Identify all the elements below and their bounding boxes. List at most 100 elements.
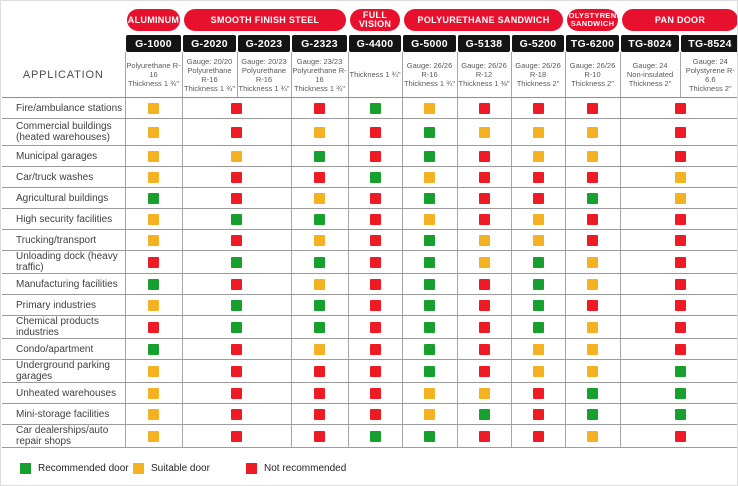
rating-cell-g-5138 (456, 359, 512, 383)
rating-cell-tg-6200 (564, 145, 621, 167)
model-spec-cell-g-2023: Gauge: 20/23 Polyurethane R-16 Thickness 1… (236, 52, 291, 98)
rating-square-r (532, 408, 544, 420)
rating-square-y (478, 387, 490, 399)
rating-square-r (674, 102, 686, 114)
application-row-label: High security facilities (2, 208, 125, 230)
rating-cell-g-2323 (290, 424, 349, 448)
rating-cell-g-5000 (401, 97, 458, 119)
rating-cell-g-1000 (124, 250, 182, 274)
model-name-g-2020: G-2020 (183, 35, 236, 52)
rating-square-y (674, 192, 686, 204)
model-spec-cell-g-5200: Gauge: 26/26 R-18 Thickness 2" (510, 52, 566, 98)
rating-cell-tg-8024-tg-8524 (619, 250, 737, 274)
rating-cell-g-4400 (347, 97, 403, 119)
rating-cell-tg-6200 (564, 294, 621, 316)
rating-cell-tg-8024-tg-8524 (619, 166, 737, 188)
rating-square-g (424, 365, 436, 377)
model-name-tg-6200: TG-6200 (566, 35, 620, 52)
rating-square-g (674, 387, 686, 399)
model-name-tg-8024: TG-8024 (621, 35, 680, 52)
rating-square-g (314, 150, 326, 162)
rating-cell-g-5200 (510, 208, 566, 230)
rating-cell-g-5138 (456, 97, 512, 119)
rating-square-y (478, 234, 490, 246)
rating-cell-g-2323 (290, 315, 349, 339)
rating-cell-g-2020-g-2023 (181, 229, 291, 251)
model-spec-cell-g-5138: Gauge: 26/26 R-12 Thickness 1 ⅜" (456, 52, 512, 98)
rating-square-y (478, 256, 490, 268)
application-row-label: Chemical products industries (2, 315, 125, 339)
rating-cell-g-2323 (290, 294, 349, 316)
rating-cell-g-5200 (510, 166, 566, 188)
group-cell-smooth-finish-steel: SMOOTH FINISH STEEL (182, 9, 348, 35)
rating-cell-tg-8024-tg-8524 (619, 294, 737, 316)
model-spec-text-g-5138: Gauge: 26/26 R-12 Thickness 1 ⅜" (458, 61, 510, 88)
rating-square-g (424, 234, 436, 246)
rating-cell-g-5138 (456, 229, 512, 251)
table-row-high-security-facilities: High security facilities (2, 208, 737, 230)
model-spec-text-g-4400: Thickness 1 ¾" (349, 70, 401, 79)
group-cell-full-vision: FULL VISION (348, 9, 402, 35)
legend-swatch-g (20, 463, 31, 474)
model-spec-text-g-1000: Polyurethane R-16 Thickness 1 ¾" (126, 61, 181, 88)
rating-cell-g-5138 (456, 187, 512, 209)
rating-cell-tg-6200 (564, 338, 621, 360)
legend-swatch-r (246, 463, 257, 474)
rating-square-y (148, 102, 159, 114)
rating-square-g (369, 171, 381, 183)
rating-square-r (369, 234, 381, 246)
rating-square-y (148, 213, 159, 225)
rating-square-r (314, 102, 326, 114)
rating-cell-g-1000 (124, 118, 182, 146)
rating-square-r (369, 213, 381, 225)
rating-cell-g-2323 (290, 166, 349, 188)
application-row-label: Unheated warehouses (2, 382, 125, 404)
model-spec-cell-tg-8024: Gauge: 24 Non-insulated Thickness 2" (619, 52, 681, 98)
model-spec-cell-g-4400: Thickness 1 ¾" (347, 52, 403, 98)
rating-cell-tg-8024-tg-8524 (619, 273, 737, 295)
rating-square-y (532, 343, 544, 355)
rating-square-y (424, 171, 436, 183)
model-spec-cell-g-5000: Gauge: 26/26 R-16 Thickness 1 ¾" (401, 52, 458, 98)
rating-cell-g-1000 (124, 382, 182, 404)
model-header-cell-g-2323: G-2323 (291, 35, 348, 52)
rating-square-r (587, 299, 599, 311)
rating-cell-tg-8024-tg-8524 (619, 338, 737, 360)
rating-square-r (369, 365, 381, 377)
rating-square-y (674, 171, 686, 183)
legend-label: Not recommended (264, 463, 347, 474)
rating-cell-tg-6200 (564, 208, 621, 230)
rating-square-r (478, 321, 490, 333)
rating-square-y (148, 234, 159, 246)
rating-cell-g-4400 (347, 187, 403, 209)
model-header-cell-tg-8524: TG-8524 (680, 35, 737, 52)
rating-cell-g-5138 (456, 208, 512, 230)
model-header-cell-tg-8024: TG-8024 (620, 35, 680, 52)
rating-cell-g-4400 (347, 315, 403, 339)
rating-cell-tg-6200 (564, 273, 621, 295)
rating-cell-g-4400 (347, 273, 403, 295)
table-row-car-dealerships-auto-repair-shops: Car dealerships/auto repair shops (2, 424, 737, 448)
rating-square-g (532, 256, 544, 268)
rating-cell-g-1000 (124, 208, 182, 230)
rating-square-y (478, 126, 490, 138)
model-header-cell-g-4400: G-4400 (348, 35, 402, 52)
rating-square-r (231, 126, 242, 138)
rating-square-y (424, 387, 436, 399)
rating-cell-g-1000 (124, 294, 182, 316)
legend-label: Suitable door (151, 463, 210, 474)
rating-square-y (424, 213, 436, 225)
rating-cell-g-2323 (290, 145, 349, 167)
rating-square-r (314, 408, 326, 420)
rating-cell-g-5000 (401, 424, 458, 448)
rating-square-r (369, 150, 381, 162)
rating-square-r (587, 171, 599, 183)
rating-square-r (231, 343, 242, 355)
rating-square-r (369, 256, 381, 268)
rating-square-r (231, 365, 242, 377)
rating-cell-g-4400 (347, 382, 403, 404)
rating-square-g (478, 408, 490, 420)
legend: Recommended door Suitable door Not recomme… (1, 463, 737, 483)
rating-square-y (148, 365, 159, 377)
